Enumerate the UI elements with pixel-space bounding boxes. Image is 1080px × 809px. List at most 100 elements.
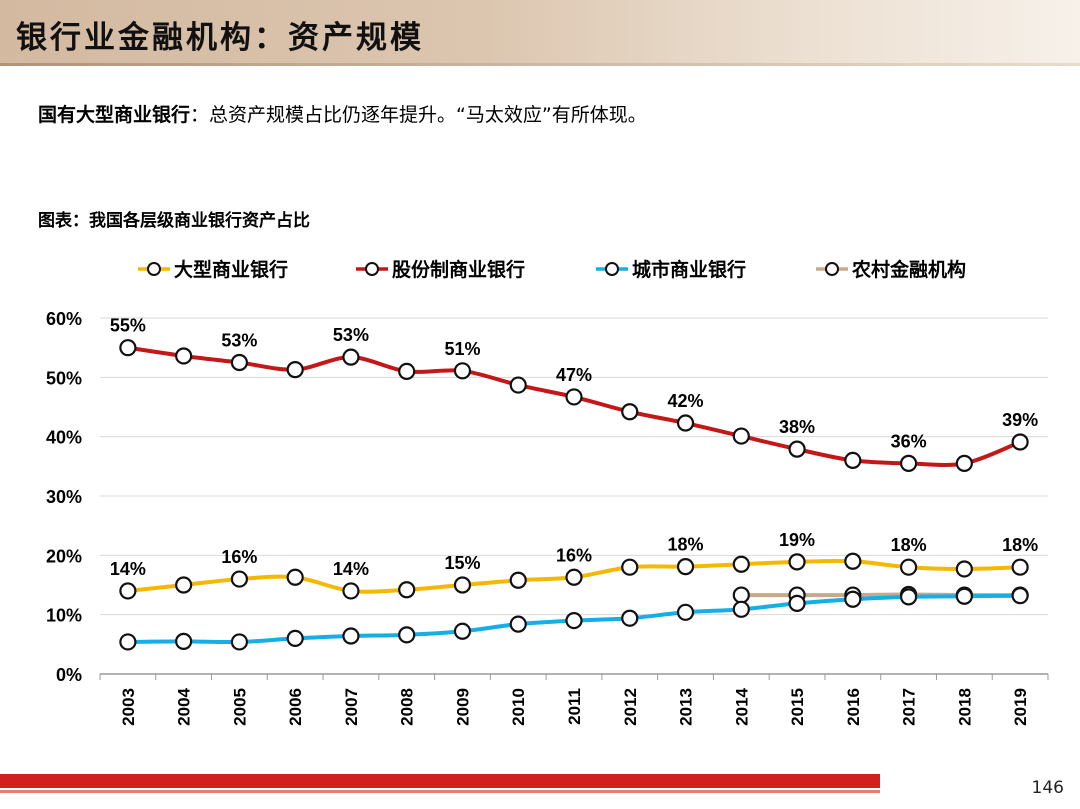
y-tick-label: 10% [46,606,82,626]
data-point [175,347,193,365]
data-point [342,582,360,600]
data-point [732,586,750,604]
x-tick-label: 2012 [621,688,640,726]
y-tick-label: 60% [46,309,82,329]
data-point [453,622,472,640]
line-chart: 0% 10% 20% 30% 40% 50% 60% 2003 2004 2005 2006 2007… [46,258,1049,726]
legend-label: 城市商业银行 [632,258,746,281]
data-label: 18% [891,535,927,555]
data-point [732,427,750,445]
data-point [175,576,193,594]
legend-swatch-marker [147,262,161,276]
headline-text: ：总资产规模占比仍逐年提升。“马太效应”有所体现。 [190,104,647,126]
data-label: 55% [110,316,146,336]
data-point [899,588,918,606]
y-tick-label: 20% [46,546,82,566]
data-point [732,600,750,618]
data-point [398,626,416,644]
data-label: 39% [1002,410,1038,430]
x-tick-label: 2018 [955,688,974,726]
x-tick-label: 2019 [1011,688,1030,726]
data-point [676,558,695,576]
data-point [230,353,249,372]
legend-label: 农村金融机构 [851,258,966,281]
x-tick-label: 2008 [398,688,417,726]
data-point [955,560,973,578]
data-point [453,576,472,594]
y-tick-label: 40% [46,428,82,448]
data-point [844,590,862,608]
y-tick-label: 50% [46,368,82,388]
chart-caption: 图表：我国各层级商业银行资产占比 [38,211,310,231]
data-point [565,568,583,586]
x-tick-label: 2014 [732,687,751,725]
data-point [342,627,360,645]
data-point [676,414,695,432]
data-point [1011,558,1029,576]
x-tick-label: 2011 [565,688,584,725]
legend-swatch-marker [365,262,379,276]
page-title: 银行业金融机构：资产规模 [16,20,424,56]
y-tick-label: 30% [46,487,82,507]
x-tick-label: 2017 [900,688,919,726]
x-tick-label: 2007 [342,688,361,726]
data-point [119,582,137,600]
y-tick-label: 0% [56,665,82,685]
data-point [899,558,918,576]
x-tick-label: 2016 [844,688,863,726]
data-label: 47% [556,365,592,385]
data-label: 16% [221,547,257,567]
data-point [621,403,639,421]
data-point [398,362,416,380]
x-tick-label: 2013 [677,688,696,726]
data-point [286,361,304,379]
data-label: 53% [221,331,257,351]
data-point [398,581,416,599]
data-point [1011,587,1029,605]
data-point [230,570,249,588]
data-label: 18% [1002,535,1038,555]
data-point [899,454,918,472]
data-point [119,339,137,357]
x-tick-label: 2015 [788,688,807,726]
data-point [230,633,249,651]
x-tick-label: 2005 [230,688,249,726]
data-label: 38% [779,417,815,437]
data-point [955,587,973,605]
data-point [676,603,695,621]
data-point [119,633,137,651]
data-point [565,612,583,630]
x-tick-label: 2003 [119,688,138,726]
data-point [565,388,583,406]
data-label: 53% [333,325,369,345]
headline-bold: 国有大型商业银行 [38,104,191,126]
legend-label: 股份制商业银行 [392,258,525,281]
footer-stripe-thin [0,790,880,793]
data-label: 16% [556,545,592,565]
data-point [175,632,193,650]
legend-label: 大型商业银行 [174,258,288,281]
legend-swatch-marker [825,262,839,276]
x-tick-label: 2004 [175,687,194,725]
data-point [844,552,862,570]
data-label: 15% [444,553,480,573]
legend-swatch-marker [605,262,619,276]
data-label: 36% [891,431,927,451]
headline: 国有大型商业银行：总资产规模占比仍逐年提升。“马太效应”有所体现。 [38,100,647,127]
data-point [788,594,806,612]
data-label: 42% [668,391,704,411]
data-label: 14% [110,559,146,579]
data-point [621,558,639,576]
data-point [788,553,806,571]
data-point [1011,433,1029,451]
data-point [342,348,360,366]
page-number: 146 [1031,778,1064,798]
data-point [955,454,973,472]
data-label: 14% [333,559,369,579]
data-label: 19% [779,530,815,550]
data-label: 51% [444,339,480,359]
x-tick-label: 2009 [453,688,472,726]
data-point [286,629,304,647]
data-label: 18% [668,535,704,555]
x-tick-label: 2010 [509,688,528,726]
